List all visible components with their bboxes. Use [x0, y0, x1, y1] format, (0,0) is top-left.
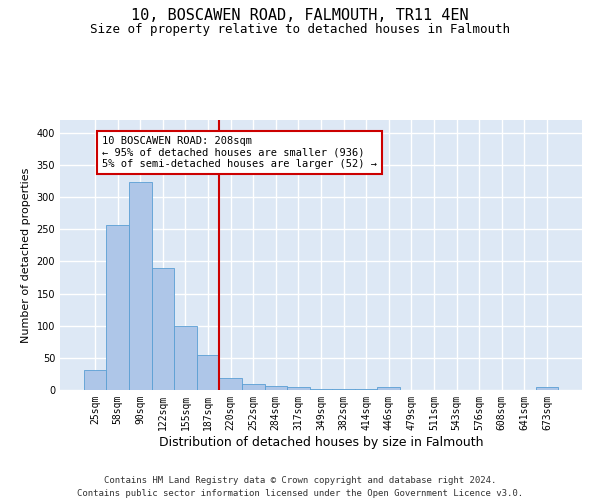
Bar — [536, 388, 558, 390]
Bar — [355, 388, 377, 390]
Y-axis label: Number of detached properties: Number of detached properties — [21, 168, 31, 342]
Bar — [197, 354, 220, 390]
Bar — [287, 388, 310, 390]
Bar — [152, 268, 174, 390]
Bar — [377, 387, 400, 390]
X-axis label: Distribution of detached houses by size in Falmouth: Distribution of detached houses by size … — [159, 436, 483, 448]
Bar — [332, 388, 355, 390]
Text: 10 BOSCAWEN ROAD: 208sqm
← 95% of detached houses are smaller (936)
5% of semi-d: 10 BOSCAWEN ROAD: 208sqm ← 95% of detach… — [102, 136, 377, 170]
Bar — [265, 386, 287, 390]
Text: 10, BOSCAWEN ROAD, FALMOUTH, TR11 4EN: 10, BOSCAWEN ROAD, FALMOUTH, TR11 4EN — [131, 8, 469, 22]
Bar — [106, 226, 129, 390]
Bar — [220, 378, 242, 390]
Bar — [310, 388, 332, 390]
Text: Size of property relative to detached houses in Falmouth: Size of property relative to detached ho… — [90, 22, 510, 36]
Bar — [242, 384, 265, 390]
Bar — [174, 326, 197, 390]
Text: Contains HM Land Registry data © Crown copyright and database right 2024.
Contai: Contains HM Land Registry data © Crown c… — [77, 476, 523, 498]
Bar — [129, 182, 152, 390]
Bar — [84, 370, 106, 390]
